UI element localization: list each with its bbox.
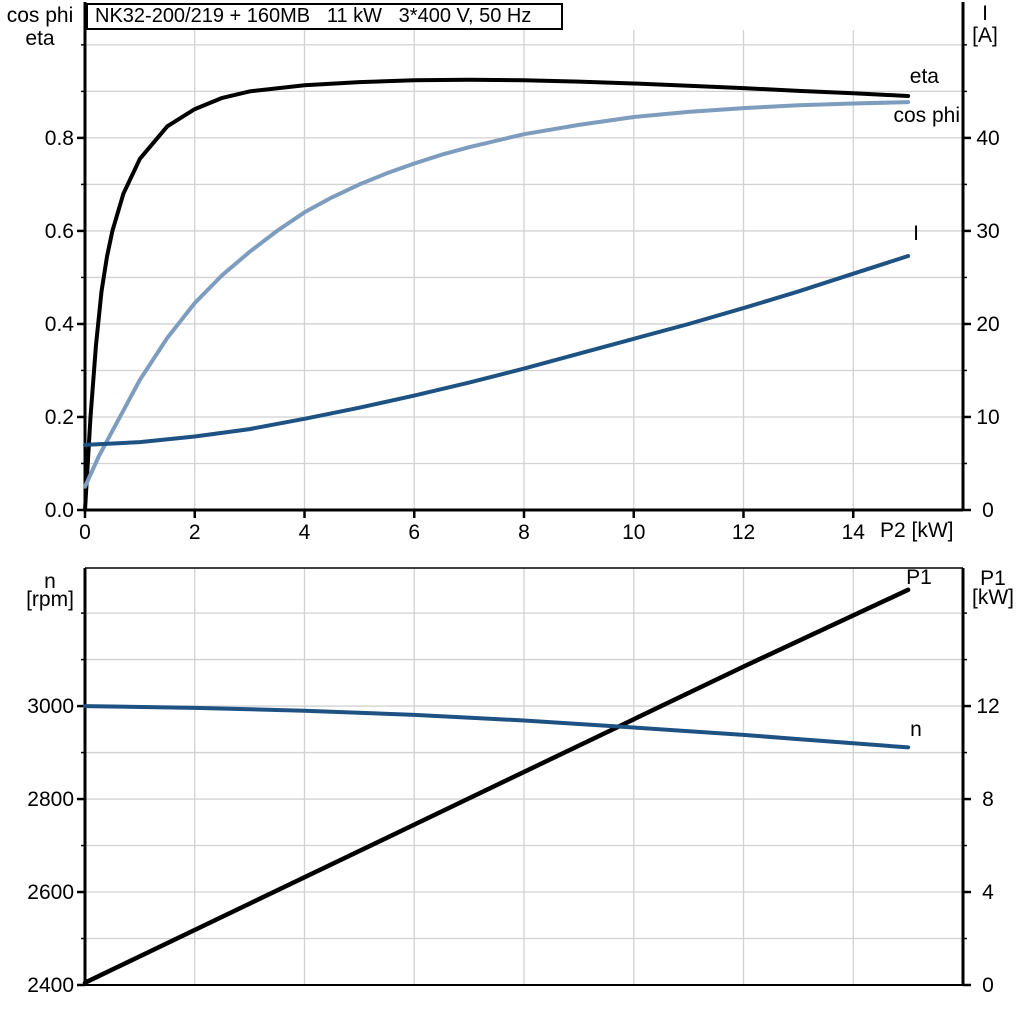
series-curve-cos-phi [83,100,911,489]
left-axis-title: n [44,570,56,593]
left-axis-tick-label: 2800 [27,788,74,811]
left-axis-tick-label: 2600 [27,881,74,904]
title-box: NK32-200/219 + 160MB 11 kW 3*400 V, 50 H… [86,3,563,30]
left-axis-tick-label: 0.6 [45,220,74,243]
right-axis-tick-label: 4 [982,881,994,904]
series-curve-P1 [82,587,911,985]
series-label-cos-phi: cos phi [893,104,960,127]
left-axis-tick-label: 0.2 [45,406,74,429]
x-axis-tick-label: 6 [408,521,420,544]
series-curve-n [83,704,911,750]
right-axis-tick-label: 30 [976,220,999,243]
left-axis-tick-label: 2400 [27,974,74,997]
series-label-eta: eta [910,65,940,88]
left-axis-title: cos phi [7,4,74,27]
x-axis-unit-label: P2 [kW] [880,519,954,542]
left-axis-tick-label: 0.0 [45,499,74,522]
right-axis-tick-label: 0 [982,499,994,522]
right-axis-title: I [982,2,988,25]
x-axis-tick-label: 10 [622,521,645,544]
x-axis-tick-label: 0 [79,521,91,544]
left-axis-title: eta [25,27,55,50]
right-axis-title: [A] [972,24,998,47]
left-axis-tick-label: 0.4 [45,313,75,336]
chart-title: NK32-200/219 + 160MB 11 kW 3*400 V, 50 H… [95,5,532,27]
right-axis-title: [kW] [972,586,1014,609]
series-label-n: n [910,718,922,741]
right-axis-tick-label: 0 [982,974,994,997]
x-axis-tick-label: 14 [842,521,866,544]
right-axis-tick-label: 10 [976,406,999,429]
right-axis-tick-label: 40 [976,127,999,150]
x-axis-tick-label: 12 [732,521,755,544]
right-axis-tick-label: 8 [982,788,994,811]
left-axis-tick-label: 3000 [27,695,74,718]
series-curve-I [83,254,911,447]
left-axis-tick-label: 0.8 [45,127,74,150]
series-label-I: I [913,222,919,245]
x-axis-tick-label: 2 [189,521,201,544]
right-axis-tick-label: 12 [976,695,999,718]
series-label-P1: P1 [906,566,932,589]
right-axis-tick-label: 20 [976,313,999,336]
series-curve-eta [83,77,911,512]
x-axis-tick-label: 8 [518,521,530,544]
x-axis-tick-label: 4 [299,521,311,544]
left-axis-title: [rpm] [26,588,74,611]
right-axis-title: P1 [980,567,1006,590]
